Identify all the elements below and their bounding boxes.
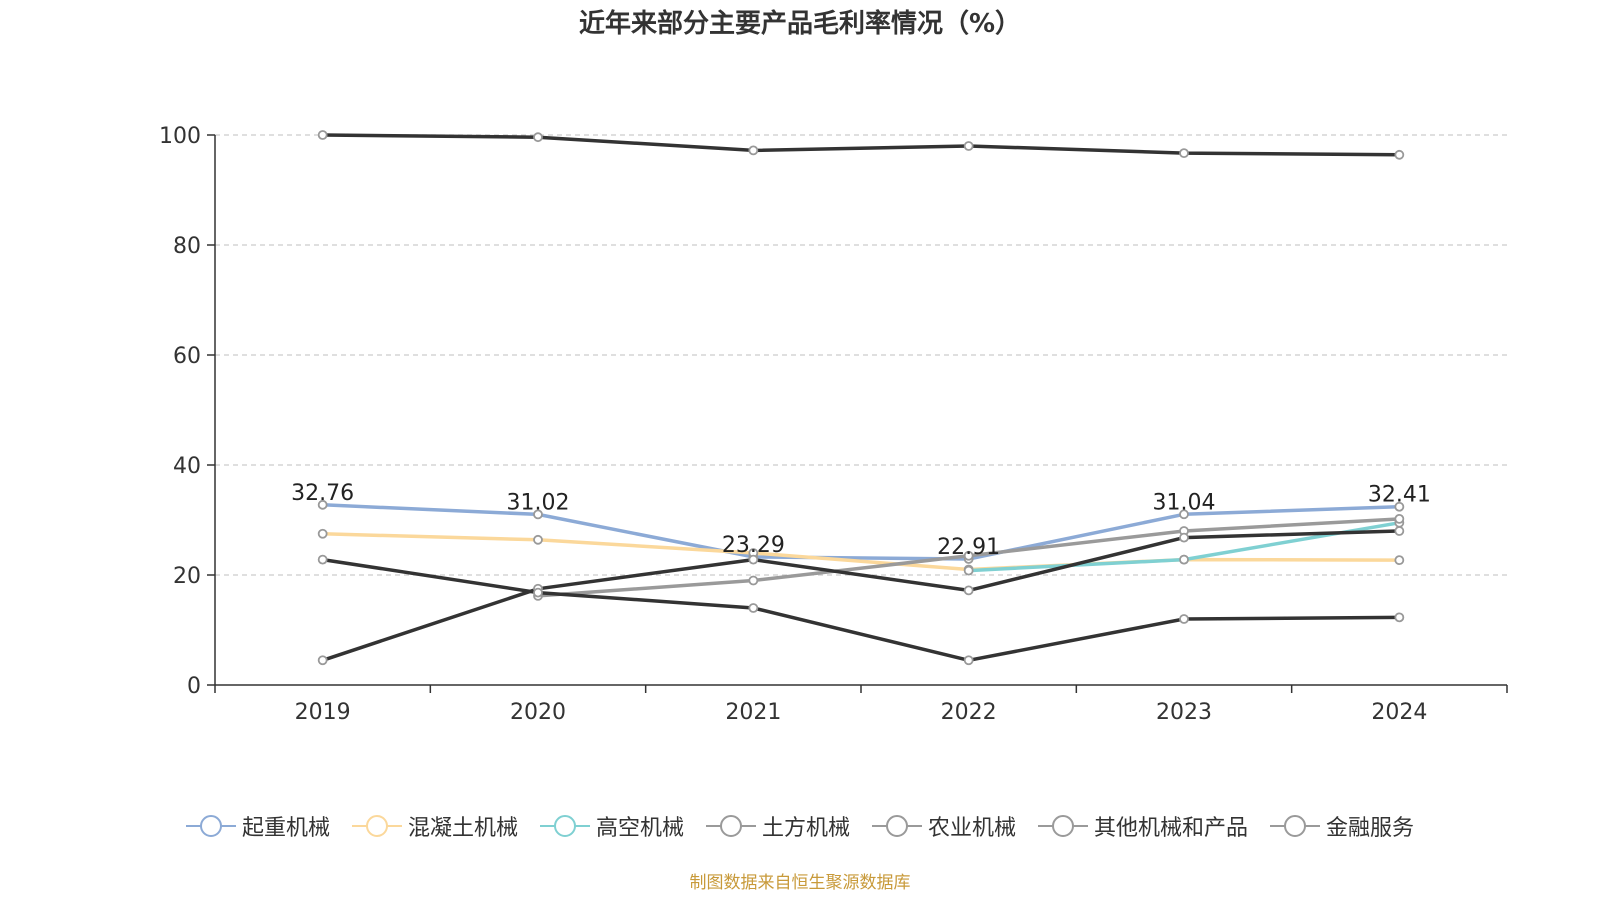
y-tick-label: 60: [173, 344, 201, 369]
legend-swatch-circle: [1284, 815, 1307, 837]
data-point-4-0: [317, 655, 328, 666]
x-tick-label: 2020: [510, 700, 566, 725]
legend-item[interactable]: 其他机械和产品: [1038, 810, 1248, 842]
data-point-0-4: [1179, 509, 1189, 520]
data-point-2-4: [1179, 554, 1189, 565]
legend-swatch-icon: [539, 815, 590, 837]
legend-label: 金融服务: [1326, 816, 1415, 841]
legend-label: 起重机械: [241, 816, 330, 841]
data-label: 31.02: [507, 490, 570, 515]
legend-swatch-circle: [199, 815, 222, 837]
y-tick-label: 80: [173, 234, 201, 259]
legend-swatch-icon: [705, 815, 756, 837]
data-labels: 32.76 31.02 23.29 22.91 31.04 32.41: [291, 481, 1431, 560]
legend-swatch-icon: [185, 815, 236, 837]
data-label: 32.76: [291, 481, 354, 506]
legend-swatch-icon: [351, 815, 402, 837]
legend-label: 其他机械和产品: [1094, 816, 1249, 841]
legend-swatch-circle: [553, 815, 576, 837]
data-point-0-5: [1394, 501, 1405, 512]
data-point-6-5: [1394, 149, 1405, 160]
data-point-6-0: [317, 130, 328, 140]
legend-label: 土方机械: [761, 816, 850, 841]
legend-swatch-icon: [1270, 815, 1321, 837]
source-note: 制图数据来自恒生聚源数据库: [689, 873, 911, 893]
data-point-5-0: [317, 554, 328, 565]
legend: 起重机械 混凝土机械 高空机械 土方机械 农业机械 其他机械和产品 金融服务: [0, 810, 1600, 842]
data-point-2-3: [963, 565, 974, 576]
series-line-1: [322, 532, 1400, 572]
data-point-5-3: [963, 655, 974, 666]
x-tick-label: 2023: [1156, 700, 1212, 725]
legend-item[interactable]: 起重机械: [185, 810, 330, 842]
data-point-4-3: [963, 585, 974, 596]
series-line-4: [322, 529, 1400, 662]
x-tick-label: 2019: [295, 700, 351, 725]
data-label: 31.04: [1153, 490, 1216, 515]
data-point-4-4: [1179, 532, 1189, 543]
data-point-0-1: [533, 509, 543, 520]
data-point-3-3: [963, 550, 974, 561]
x-tick-label: 2022: [941, 700, 997, 725]
data-point-5-1: [533, 587, 543, 598]
data-point-6-4: [1179, 148, 1189, 159]
data-point-4-5: [1394, 526, 1405, 536]
data-label: 23.29: [722, 533, 785, 558]
legend-label: 混凝土机械: [407, 816, 518, 841]
x-tick-label: 2021: [725, 700, 781, 725]
legend-label: 农业机械: [928, 816, 1017, 841]
data-point-5-5: [1394, 612, 1405, 623]
data-label: 22.91: [937, 535, 1000, 560]
legend-swatch-circle: [886, 815, 908, 837]
chart-title: 近年来部分主要产品毛利率情况（%）: [578, 9, 1022, 39]
axes: 0 20 40 60 80 100 2019 2020 2021 2022 2023 2024: [159, 124, 1508, 725]
legend-item[interactable]: 土方机械: [705, 810, 850, 842]
y-tick-label: 0: [187, 674, 201, 699]
series-lines: [317, 130, 1405, 666]
series-line-5: [322, 557, 1400, 663]
data-point-6-1: [533, 132, 543, 143]
data-point-1-5: [1394, 555, 1405, 566]
data-point-6-3: [963, 141, 974, 151]
data-point-0-0: [317, 499, 328, 510]
legend-swatch-circle: [1052, 815, 1075, 837]
legend-item[interactable]: 农业机械: [872, 810, 1016, 842]
legend-swatch-circle: [365, 815, 388, 837]
data-point-5-4: [1179, 614, 1189, 624]
data-point-3-2: [748, 575, 759, 586]
y-tick-label: 20: [173, 564, 201, 589]
data-point-6-2: [748, 145, 759, 156]
legend-swatch-icon: [1038, 815, 1089, 837]
data-point-5-2: [748, 603, 759, 613]
legend-swatch-icon: [872, 815, 922, 837]
legend-swatch-circle: [719, 815, 742, 837]
y-tick-label: 40: [173, 454, 201, 479]
legend-item[interactable]: 金融服务: [1270, 810, 1414, 842]
data-point-4-2: [748, 554, 759, 565]
series-line-6: [322, 133, 1400, 157]
legend-item[interactable]: 混凝土机械: [351, 810, 518, 842]
series-line-0: [322, 503, 1400, 561]
y-tick-label: 100: [159, 124, 201, 149]
data-label: 32.41: [1368, 483, 1431, 508]
legend-label: 高空机械: [595, 816, 684, 841]
data-point-1-0: [317, 528, 328, 539]
data-point-3-5: [1394, 514, 1405, 524]
x-tick-label: 2024: [1371, 700, 1427, 725]
data-point-1-1: [533, 534, 543, 545]
legend-item[interactable]: 高空机械: [539, 810, 684, 842]
